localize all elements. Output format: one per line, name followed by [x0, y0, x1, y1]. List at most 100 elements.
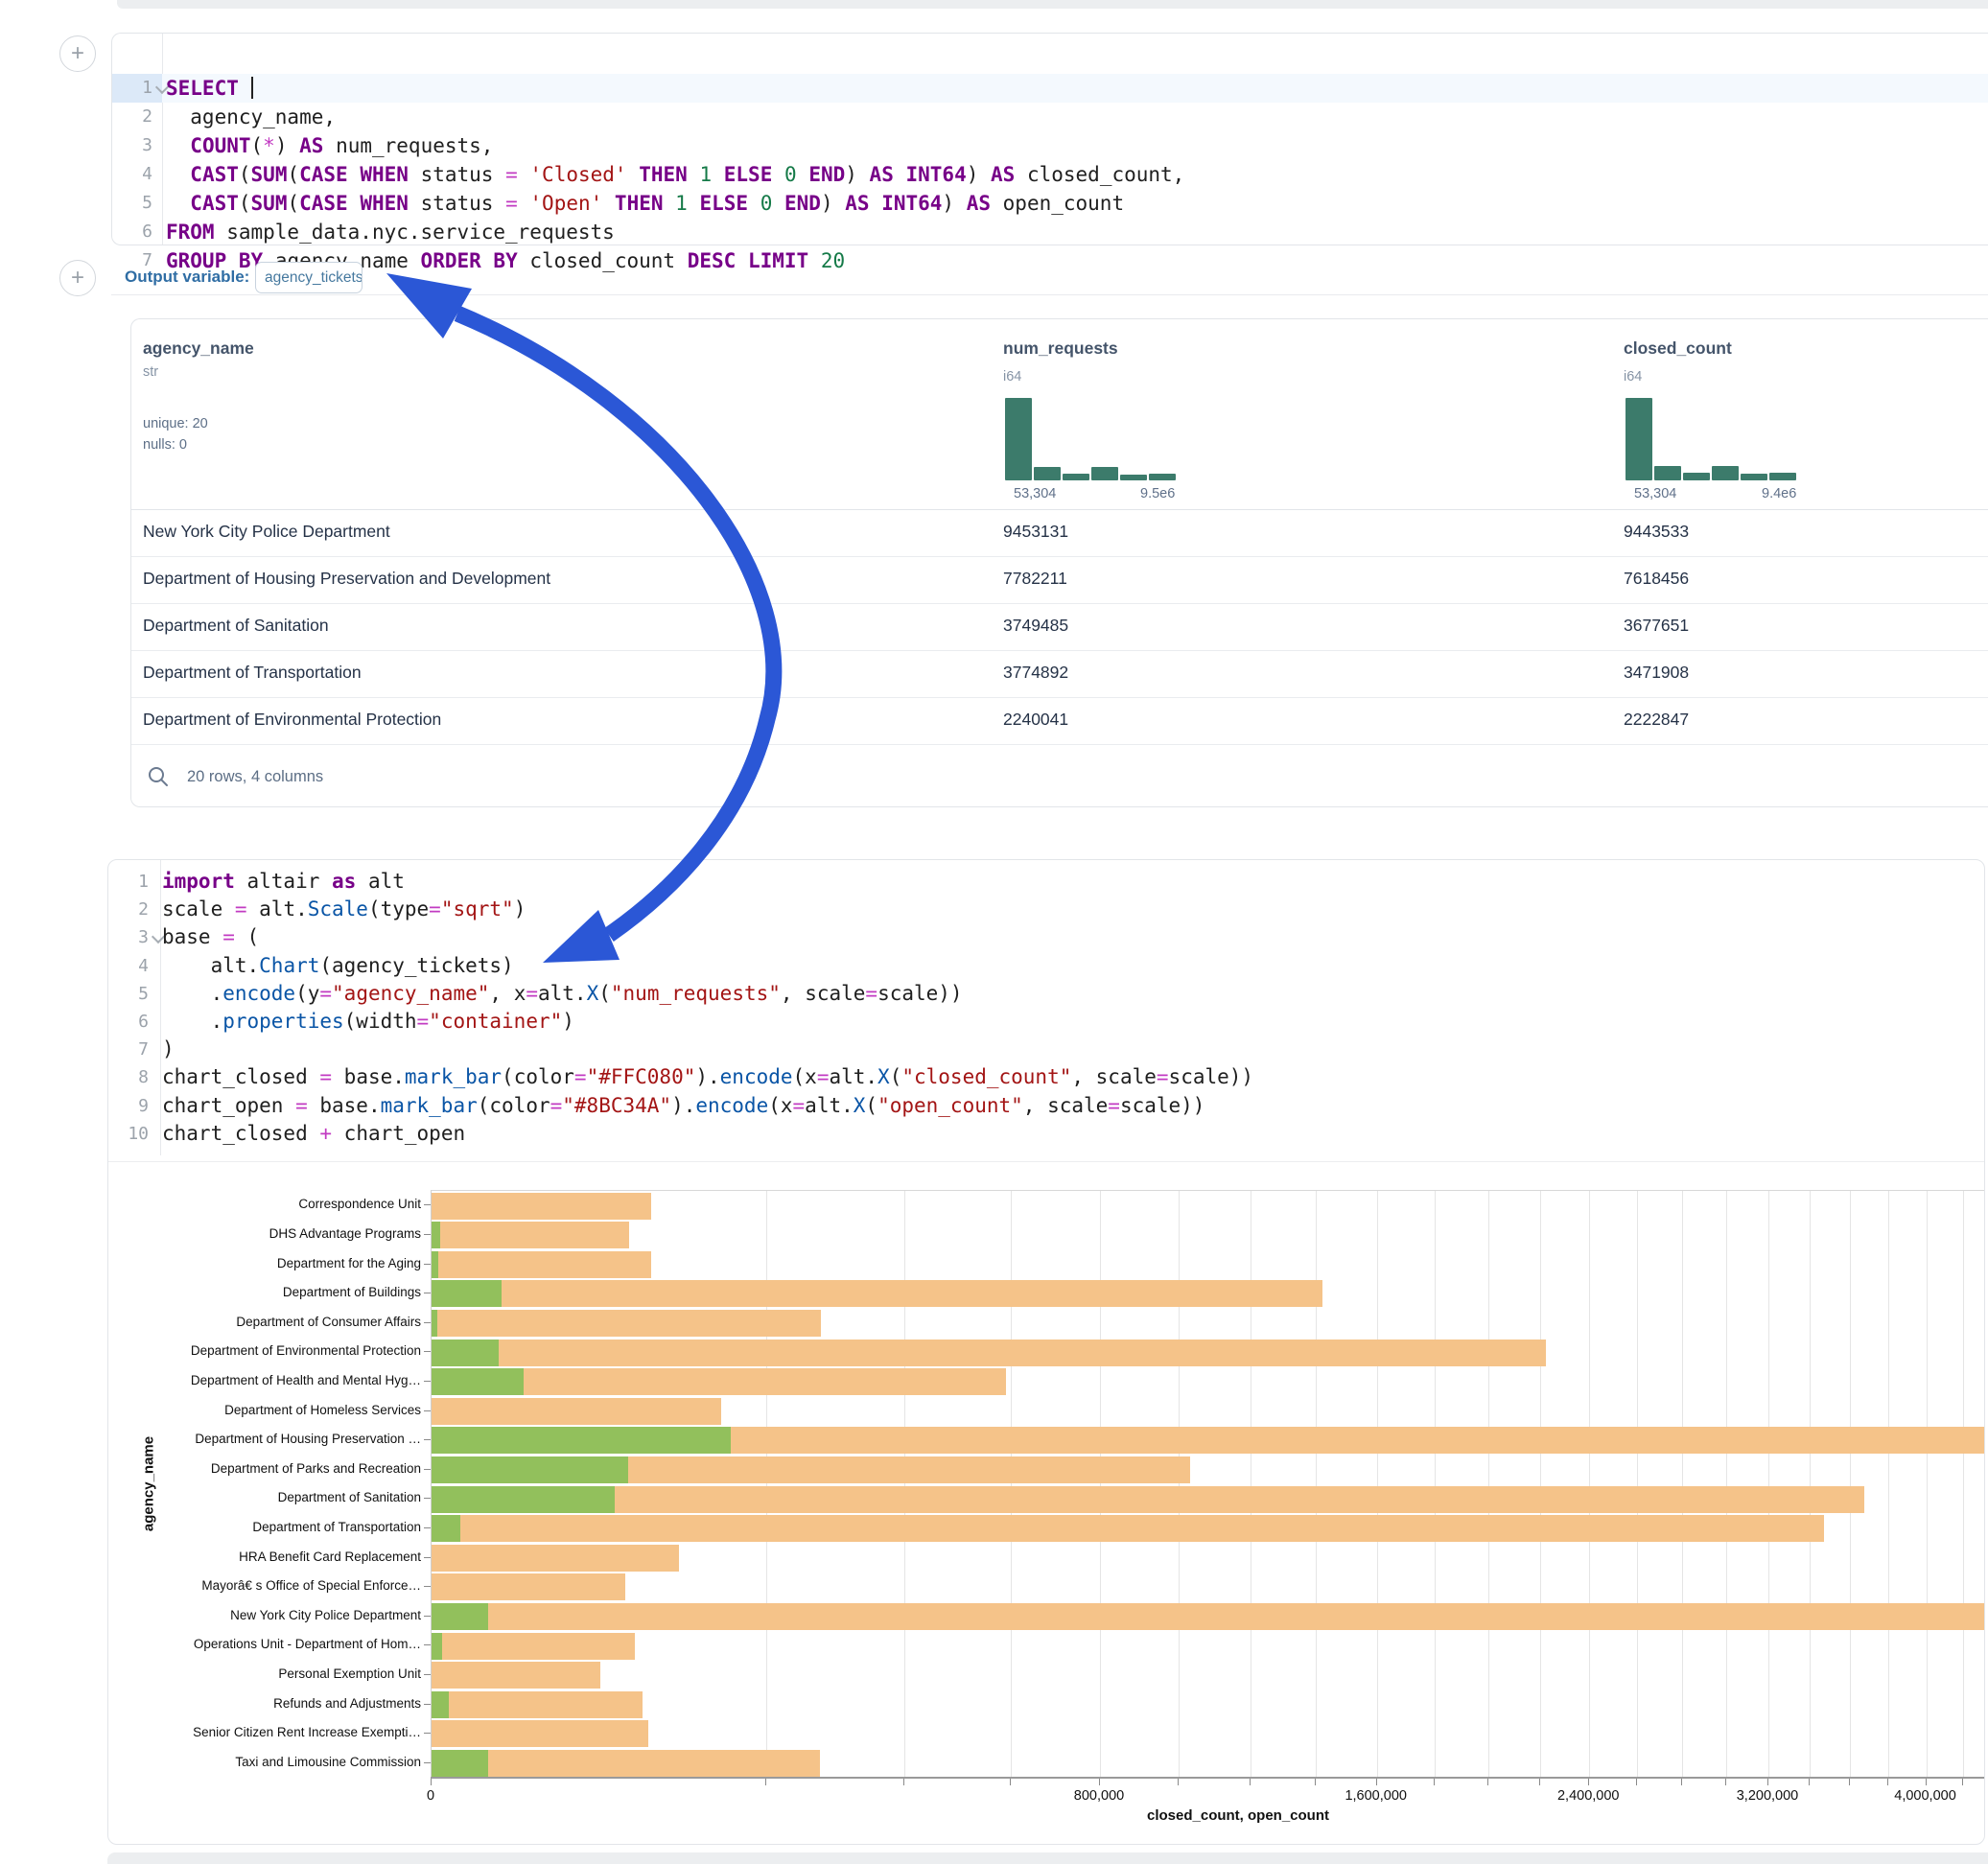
y-tick [424, 1586, 431, 1588]
sql-editor[interactable]: 1 SELECT 2 agency_name, 3 COUNT(*) AS num_… [112, 74, 1988, 275]
bar-open [432, 1485, 615, 1513]
code-line[interactable]: 4 alt.Chart(agency_tickets) [108, 952, 1984, 980]
y-axis-label: Department of Health and Mental Hyg… [190, 1372, 421, 1387]
code-line[interactable]: 3 COUNT(*) AS num_requests, [112, 131, 1988, 160]
column-header-agency-name[interactable]: agency_name str unique: 20 nulls: 0 [143, 338, 254, 453]
gridline [1539, 1191, 1541, 1777]
code-text: ) [162, 1037, 175, 1061]
bar-closed [432, 1280, 1322, 1308]
x-axis-title: closed_count, open_count [1146, 1807, 1330, 1824]
code-line[interactable]: 3 base = ( [108, 923, 1984, 951]
y-tick [424, 1351, 431, 1353]
y-tick [424, 1380, 431, 1382]
x-axis-label: 1,600,000 [1345, 1788, 1407, 1804]
histogram-bar [1005, 398, 1032, 480]
x-tick [1249, 1779, 1251, 1785]
code-line[interactable]: 10 chart_closed + chart_open [108, 1120, 1984, 1148]
gridline [1768, 1191, 1769, 1777]
y-axis-label: Department of Sanitation [277, 1490, 421, 1505]
code-line[interactable]: 5 CAST(SUM(CASE WHEN status = 'Open' THE… [112, 189, 1988, 218]
text-cursor [250, 77, 253, 99]
code-text: COUNT(*) AS num_requests, [190, 134, 494, 157]
chart-plot-area [431, 1190, 1984, 1777]
line-number: 6 [138, 1011, 149, 1032]
add-cell-button-top[interactable]: + [59, 35, 96, 72]
code-line[interactable]: 5 .encode(y="agency_name", x=alt.X("num_… [108, 980, 1984, 1008]
y-tick [424, 1263, 431, 1265]
code-line[interactable]: 7 GROUP BY agency_name ORDER BY closed_co… [112, 246, 1988, 275]
gridline [1725, 1191, 1727, 1777]
code-line[interactable]: 1 import altair as alt [108, 868, 1984, 896]
previous-cell-edge [117, 0, 1988, 9]
closed-count-histogram [1625, 398, 1796, 480]
code-line[interactable]: 2 scale = alt.Scale(type="sqrt") [108, 896, 1984, 923]
y-axis-label: Department for the Aging [276, 1255, 421, 1270]
table-cell: Department of Transportation [143, 663, 362, 682]
bar-closed [432, 1309, 821, 1337]
python-editor[interactable]: 1 import altair as alt 2 scale = alt.Scale(… [108, 868, 1984, 1148]
y-axis-label: Department of Transportation [252, 1519, 421, 1534]
x-tick [1962, 1779, 1964, 1785]
sql-cell[interactable]: 1 SELECT 2 agency_name, 3 COUNT(*) AS num_… [111, 33, 1988, 272]
code-text: agency_name, [166, 105, 337, 128]
table-row: Department of Environmental Protection 22… [131, 697, 1988, 745]
y-tick [424, 1439, 431, 1441]
gridline [1316, 1191, 1318, 1777]
y-tick [424, 1498, 431, 1500]
bar-open [432, 1222, 440, 1249]
code-line[interactable]: 1 SELECT [112, 74, 1988, 103]
code-line[interactable]: 8 chart_closed = base.mark_bar(color="#FF… [108, 1063, 1984, 1091]
code-line[interactable]: 9 chart_open = base.mark_bar(color="#8BC3… [108, 1092, 1984, 1120]
x-axis-label: 2,400,000 [1556, 1788, 1620, 1804]
bar-open [432, 1280, 503, 1308]
num-requests-histogram [1005, 398, 1176, 480]
x-axis-label: 3,200,000 [1736, 1788, 1799, 1804]
code-text: CAST(SUM(CASE WHEN status = 'Closed' THE… [190, 163, 1185, 186]
gridline [1809, 1191, 1811, 1777]
output-variable-pill[interactable]: agency_tickets [255, 262, 363, 293]
y-tick [424, 1644, 431, 1646]
bar-open [432, 1339, 499, 1366]
code-line[interactable]: 4 CAST(SUM(CASE WHEN status = 'Closed' T… [112, 160, 1988, 189]
gridline [1434, 1191, 1436, 1777]
y-axis-label: Taxi and Limousine Commission [235, 1754, 421, 1769]
bar-open [432, 1690, 450, 1718]
x-axis-label: 0 [426, 1788, 435, 1804]
cell-divider [111, 294, 1988, 295]
bar-closed [432, 1250, 651, 1278]
code-line[interactable]: 7) [108, 1036, 1984, 1063]
bar-closed [432, 1720, 648, 1748]
row-count-label: 20 rows, 4 columns [187, 768, 324, 785]
search-icon[interactable] [147, 765, 170, 788]
histogram-bar [1769, 473, 1796, 480]
x-tick [1315, 1779, 1317, 1785]
y-axis-label: Department of Housing Preservation … [195, 1432, 421, 1447]
code-text: SELECT [166, 74, 253, 103]
code-line[interactable]: 6 FROM sample_data.nyc.service_requests [112, 218, 1988, 246]
gridline [765, 1191, 767, 1777]
add-cell-button-output[interactable]: + [59, 260, 96, 296]
y-tick [424, 1321, 431, 1323]
table-row: Department of Transportation 3774892 34719… [131, 650, 1988, 698]
bar-open [432, 1250, 438, 1278]
table-cell: 7782211 [1003, 569, 1067, 588]
code-text: .encode(y="agency_name", x=alt.X("num_re… [162, 981, 963, 1005]
python-cell[interactable]: 1 import altair as alt 2 scale = alt.Scale(… [107, 859, 1985, 1845]
bar-open [432, 1602, 488, 1630]
table-cell: 2222847 [1624, 710, 1690, 729]
y-tick [424, 1526, 431, 1528]
table-cell: 9453131 [1003, 522, 1069, 541]
bar-closed [432, 1368, 1006, 1396]
code-line[interactable]: 6 .properties(width="container") [108, 1008, 1984, 1036]
code-text: scale = alt.Scale(type="sqrt") [162, 897, 526, 921]
code-text: chart_closed = base.mark_bar(color="#FFC… [162, 1065, 1254, 1089]
line-number: 2 [138, 899, 149, 920]
histogram-bar [1120, 474, 1147, 480]
code-line[interactable]: 2 agency_name, [112, 103, 1988, 131]
bar-open [432, 1456, 628, 1483]
bar-closed [432, 1192, 651, 1220]
line-number: 1 [138, 872, 149, 892]
y-tick [424, 1733, 431, 1735]
y-axis-label: Mayorâ€ s Office of Special Enforce… [201, 1578, 421, 1594]
code-text: alt.Chart(agency_tickets) [162, 953, 514, 977]
